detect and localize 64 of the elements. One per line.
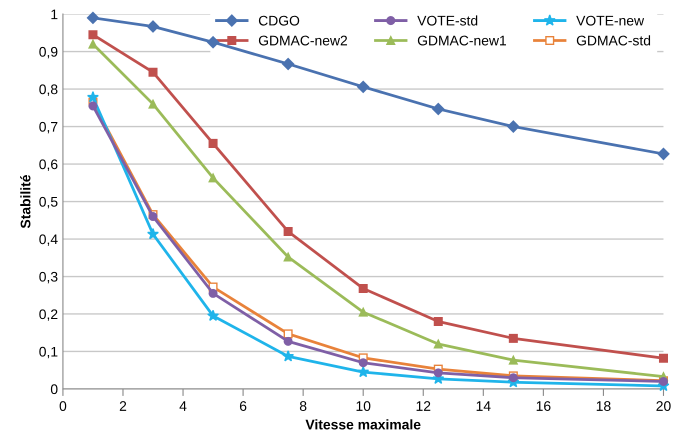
y-tick-label: 0,1 xyxy=(39,346,58,358)
point xyxy=(507,120,520,133)
y-tick-label: 0,5 xyxy=(39,196,58,208)
point xyxy=(208,288,218,298)
y-tick-label: 0,6 xyxy=(39,159,58,171)
point xyxy=(208,138,218,148)
y-tick-label: 1 xyxy=(51,10,58,20)
point xyxy=(434,368,443,378)
x-tick-label: 12 xyxy=(416,401,430,411)
x-tick-label: 10 xyxy=(356,401,370,411)
x-tick-label: 18 xyxy=(596,401,611,411)
point xyxy=(86,12,100,24)
point xyxy=(88,101,98,110)
legend-label: CDGO xyxy=(258,16,300,26)
x-tick-label: 0 xyxy=(60,401,66,411)
point xyxy=(147,228,159,240)
legend-label: VOTE-std xyxy=(417,15,478,26)
point xyxy=(148,68,158,77)
x-tick-label: 14 xyxy=(476,401,491,411)
y-tick-label: 0,9 xyxy=(39,46,58,58)
point xyxy=(208,173,218,182)
point xyxy=(358,308,368,317)
point xyxy=(432,102,444,116)
point xyxy=(508,334,518,343)
point xyxy=(146,20,160,33)
x-tick-label: 16 xyxy=(536,401,550,411)
y-axis-title: Stabilité xyxy=(20,175,30,228)
point xyxy=(284,336,293,346)
x-tick-label: 6 xyxy=(240,401,246,411)
legend-label: GDMAC-new2 xyxy=(258,36,348,46)
legend-label: GDMAC-new1 xyxy=(418,36,506,46)
point xyxy=(88,40,98,49)
point xyxy=(284,252,293,262)
point xyxy=(434,316,443,326)
point xyxy=(284,329,293,338)
point xyxy=(357,366,370,378)
y-tick-label: 0,8 xyxy=(39,84,58,96)
point xyxy=(284,227,293,236)
point xyxy=(148,100,158,109)
point xyxy=(88,30,98,40)
point xyxy=(357,80,370,93)
x-tick-label: 2 xyxy=(120,401,126,411)
point xyxy=(508,356,518,365)
y-tick-label: 0,7 xyxy=(39,122,58,134)
x-tick-label: 20 xyxy=(656,401,671,411)
point xyxy=(358,284,368,294)
point xyxy=(657,148,670,160)
legend-label: GDMAC-std xyxy=(576,35,650,46)
point xyxy=(207,310,220,322)
y-tick-label: 0,2 xyxy=(39,309,58,321)
y-tick-label: 0 xyxy=(50,384,58,394)
x-tick-label: 4 xyxy=(179,401,186,411)
point xyxy=(282,58,294,70)
point xyxy=(206,36,220,48)
x-tick-label: 8 xyxy=(300,401,306,411)
x-axis-title: Vitesse maximale xyxy=(306,419,421,430)
point xyxy=(86,91,99,103)
point xyxy=(282,350,294,362)
y-tick-label: 0,3 xyxy=(39,272,58,284)
point xyxy=(658,354,668,363)
y-tick-label: 0,4 xyxy=(39,234,58,246)
legend-label: VOTE-new xyxy=(576,16,644,26)
point xyxy=(434,339,443,348)
point xyxy=(358,358,368,368)
